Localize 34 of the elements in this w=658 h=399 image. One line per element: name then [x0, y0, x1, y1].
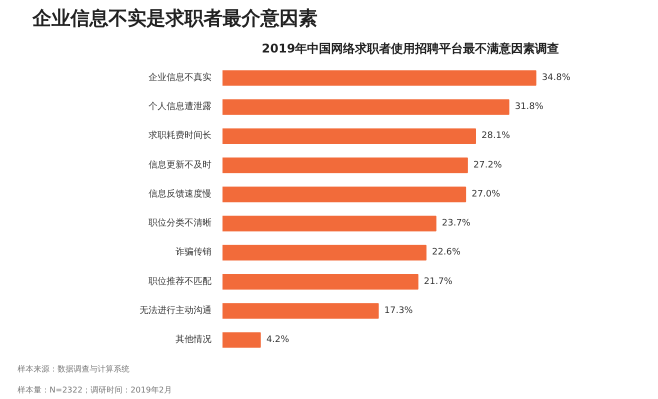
- chart-subtitle: 2019年中国网络求职者使用招聘平台最不满意因素调查: [262, 42, 560, 56]
- y-tick-label: 信息反馈速度慢: [148, 188, 212, 200]
- data-label: 28.1%: [482, 131, 511, 142]
- data-label: 31.8%: [514, 102, 544, 112]
- data-label: 27.2%: [473, 160, 502, 170]
- y-tick-label: 职位推荐不匹配: [148, 276, 212, 287]
- y-tick-label: 职位分类不清晰: [148, 218, 212, 229]
- text: 样本来源：数据调查与计算系统: [18, 364, 130, 374]
- data-label: 34.8%: [542, 72, 571, 83]
- bar: [222, 216, 436, 232]
- y-tick-label: 信息更新不及时: [148, 159, 212, 170]
- bar: [222, 70, 536, 86]
- data-label: 21.7%: [424, 276, 453, 287]
- text: 样本量：N=2322；调研时间：2019年2月: [18, 386, 172, 394]
- data-label: 23.7%: [442, 218, 471, 229]
- bar: [222, 158, 468, 174]
- chart-title: 企业信息不实是求职者最介意因素: [32, 8, 318, 30]
- data-label: 27.0%: [472, 189, 501, 200]
- bar: [222, 332, 261, 348]
- data-label: 22.6%: [432, 248, 462, 258]
- bar: [222, 99, 510, 115]
- data-label: 4.2%: [266, 335, 290, 346]
- y-tick-label: 求职耗费时间长: [148, 130, 212, 142]
- y-tick-label: 无法进行主动沟通: [140, 304, 212, 316]
- bar: [222, 303, 379, 319]
- bar: [222, 274, 418, 290]
- bar: [222, 186, 466, 202]
- y-tick-label: 个人信息遭泄露: [148, 101, 212, 112]
- y-tick-label: 其他情况: [176, 334, 212, 346]
- bar: [222, 128, 476, 144]
- y-tick-label: 企业信息不真实: [148, 72, 212, 83]
- y-tick-label: 诈骗传销: [176, 246, 212, 258]
- bar: [222, 244, 426, 260]
- data-label: 17.3%: [384, 306, 414, 316]
